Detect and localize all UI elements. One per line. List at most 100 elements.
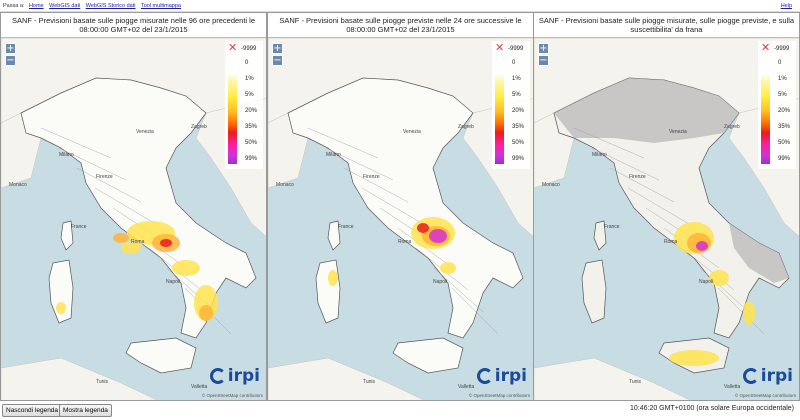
zoom-out-button[interactable]: − <box>272 55 283 66</box>
province-boundary <box>94 187 157 225</box>
place-label: Monaco <box>542 182 560 188</box>
place-label: Venezia <box>669 129 687 135</box>
map-view[interactable]: Milano Venezia Zagreb Monaco Firenze France Ro… <box>268 38 533 400</box>
legend: ✕ -9999 0 1% 5% 20% 35% 50% 99% <box>758 41 796 169</box>
zoom-out-button[interactable]: − <box>538 55 549 66</box>
province-boundary <box>591 147 660 181</box>
legend-tick: 1% <box>778 76 787 82</box>
place-label: Monaco <box>9 182 27 188</box>
nav-link-home[interactable]: Home <box>28 3 44 9</box>
map-attribution: © OpenStreetMap contributors <box>201 393 263 398</box>
corsica <box>327 220 341 251</box>
map-attribution: © OpenStreetMap contributors <box>734 393 796 398</box>
zoom-controls: + − <box>272 43 283 67</box>
legend-color-ramp <box>495 60 504 164</box>
irpi-logo-icon <box>209 368 226 384</box>
legend-tick: 35% <box>245 124 258 130</box>
province-boundary <box>433 267 484 313</box>
africa-coast <box>1 357 158 400</box>
legend-tick: 0 <box>512 60 516 66</box>
place-label: Tunis <box>363 379 376 385</box>
top-navigation-bar: Passa a: Home WebGIS dati WebGIS Storico… <box>0 0 800 12</box>
panel-title: SANF - Previsioni basate sulle piogge mi… <box>1 13 266 38</box>
province-boundary <box>627 187 690 225</box>
nav-link-webgis-storico[interactable]: WebGIS Storico dati <box>85 3 136 9</box>
place-label: Venezia <box>136 129 154 135</box>
zoom-controls: + − <box>538 43 549 67</box>
probability-hotspot <box>669 350 719 366</box>
place-label: Tunis <box>629 379 642 385</box>
map-attribution: © OpenStreetMap contributors <box>468 393 530 398</box>
place-label: Valletta <box>724 384 741 390</box>
province-boundary <box>451 287 499 335</box>
show-legend-button[interactable]: Mostra legenda <box>59 404 112 417</box>
legend-tick: 5% <box>778 92 787 98</box>
italy-map-svg: Milano Venezia Zagreb Monaco Firenze France Ro… <box>534 38 799 400</box>
probability-hotspot <box>121 242 141 254</box>
sardinia <box>48 259 74 324</box>
place-label: Venezia <box>403 129 421 135</box>
italy-mainland <box>287 77 524 339</box>
irpi-logo-text: irpi <box>227 366 260 386</box>
legend-tick: 20% <box>512 108 525 114</box>
place-label: Valletta <box>458 384 475 390</box>
probability-hotspot <box>429 229 447 243</box>
panel-title: SANF - Previsioni basate sulle piogge mi… <box>534 13 799 38</box>
legend-nodata-label: -9999 <box>241 46 257 52</box>
help-link[interactable]: Help <box>780 3 792 9</box>
probability-hotspot <box>709 270 729 286</box>
legend: ✕ -9999 0 1% 5% 20% 35% 50% 99% <box>492 41 530 169</box>
probability-hotspot <box>160 239 172 247</box>
probability-hotspot <box>199 305 213 321</box>
legend: ✕ -9999 0 1% 5% 20% 35% 50% 99% <box>225 41 263 169</box>
nav-link-tool-multimappa[interactable]: Tool multimappa <box>140 3 181 9</box>
irpi-logo: irpi <box>209 366 260 386</box>
zoom-in-button[interactable]: + <box>538 43 549 54</box>
zoom-controls: + − <box>5 43 16 67</box>
place-label: France <box>338 224 354 230</box>
place-label: Firenze <box>363 174 380 180</box>
province-boundary <box>343 167 409 203</box>
probability-hotspot <box>440 262 456 274</box>
place-label: Roma <box>664 239 678 245</box>
probability-hotspot <box>113 233 129 243</box>
legend-nodata-label: -9999 <box>774 46 790 52</box>
place-label: Napoli <box>433 279 447 285</box>
province-boundary <box>609 167 675 203</box>
grey-susceptibility-south <box>729 223 789 283</box>
zoom-out-button[interactable]: − <box>5 55 16 66</box>
zoom-in-button[interactable]: + <box>272 43 283 54</box>
legend-tick: 20% <box>778 108 791 114</box>
province-boundary <box>573 127 645 159</box>
bottom-bar: Nascondi legenda Mostra legenda 10:46:20… <box>0 401 800 420</box>
africa-coast <box>534 357 691 400</box>
legend-tick: 20% <box>245 108 258 114</box>
place-label: Zagreb <box>458 124 474 130</box>
province-boundary <box>40 127 112 159</box>
province-boundary <box>325 147 394 181</box>
legend-tick: 50% <box>778 140 791 146</box>
legend-tick: 99% <box>512 156 525 162</box>
place-label: Monaco <box>276 182 294 188</box>
province-boundary <box>699 267 750 313</box>
legend-tick: 35% <box>778 124 791 130</box>
place-label: Valletta <box>191 384 208 390</box>
map-panel-2: SANF - Previsioni basate sulle piogge pr… <box>267 12 534 401</box>
legend-tick: 50% <box>512 140 525 146</box>
place-label: Firenze <box>96 174 113 180</box>
nav-link-webgis-dati[interactable]: WebGIS dati <box>49 3 81 9</box>
sicily <box>125 337 197 374</box>
zoom-in-button[interactable]: + <box>5 43 16 54</box>
clock-readout: 10:46:20 GMT+0100 (ora solare Europa occ… <box>629 405 794 412</box>
place-label: Napoli <box>166 279 180 285</box>
place-label: France <box>71 224 87 230</box>
italy-mainland <box>20 77 257 339</box>
legend-tick: 5% <box>245 92 254 98</box>
hide-legend-button[interactable]: Nascondi legenda <box>2 404 63 417</box>
probability-hotspot <box>328 270 338 286</box>
province-boundary <box>58 147 127 181</box>
irpi-logo-text: irpi <box>760 366 793 386</box>
corsica <box>60 220 74 251</box>
map-panel-3: SANF - Previsioni basate sulle piogge mi… <box>533 12 800 401</box>
map-view[interactable]: Milano Venezia Zagreb Monaco Firenze France Ro… <box>534 38 799 400</box>
